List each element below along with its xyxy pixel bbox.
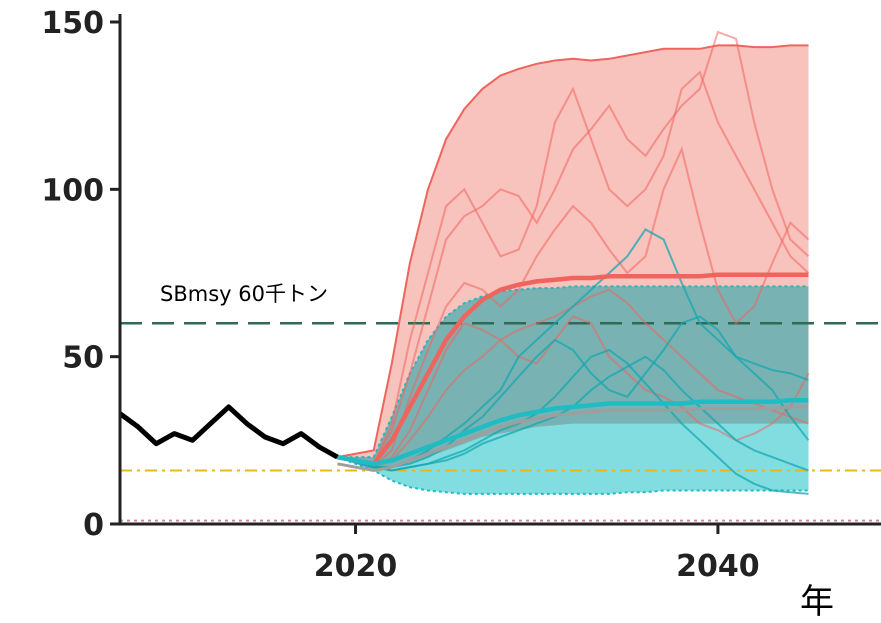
band-lower-edge xyxy=(337,456,809,495)
red-median-line xyxy=(336,272,809,467)
teal-trajectory xyxy=(337,355,809,472)
median-lines xyxy=(118,272,809,473)
historical-line xyxy=(118,404,339,460)
grey-median-line xyxy=(337,405,809,473)
red-trajectory xyxy=(337,30,810,465)
axes xyxy=(110,14,881,534)
y-tick-label: 150 xyxy=(41,6,104,41)
red-trajectory xyxy=(337,70,810,465)
x-axis-label: 年 xyxy=(800,582,834,622)
red-trajectory xyxy=(337,146,810,469)
red-trajectory xyxy=(337,288,809,469)
trajectories xyxy=(337,30,810,495)
tick-labels: 0 50 100 150 2020 2040 xyxy=(41,6,759,584)
x-tick-label: 2020 xyxy=(314,549,398,584)
x-tick-label: 2040 xyxy=(676,549,760,584)
sbmsy-annotation: SBmsy 60千トン xyxy=(160,282,328,306)
teal-median-line xyxy=(336,397,809,467)
teal-trajectory xyxy=(337,315,810,469)
uncertainty-bands xyxy=(337,44,809,495)
y-tick-label: 0 xyxy=(83,508,104,543)
band-upper-edge xyxy=(337,285,809,459)
y-tick-label: 100 xyxy=(41,173,104,208)
band-upper-edge xyxy=(337,44,809,459)
band-overlap xyxy=(337,286,809,471)
y-tick-label: 50 xyxy=(62,341,104,376)
reference-lines xyxy=(120,321,881,522)
